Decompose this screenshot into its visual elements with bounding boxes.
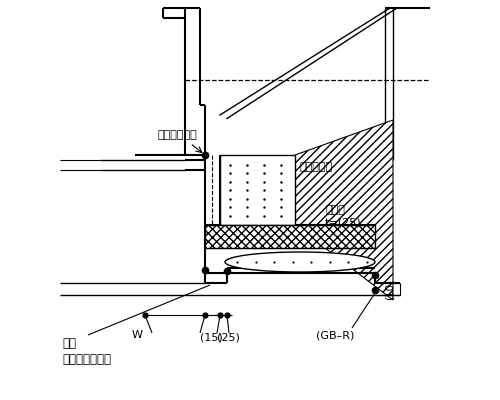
Text: (15): (15) — [200, 332, 223, 342]
Polygon shape — [295, 120, 393, 300]
Text: W: W — [132, 330, 143, 340]
Text: 断熱材
t=(25): 断熱材 t=(25) — [325, 205, 362, 227]
Text: (25): (25) — [217, 332, 240, 342]
Text: (GB–R): (GB–R) — [316, 330, 354, 340]
Bar — [205, 225, 375, 248]
Ellipse shape — [225, 252, 375, 272]
Text: 額縁
アルミニウム製: 額縁 アルミニウム製 — [62, 337, 111, 366]
Text: 断熱補修材: 断熱補修材 — [300, 162, 333, 172]
Text: (10): (10) — [385, 278, 395, 300]
Bar — [220, 155, 295, 225]
Text: シーリング材: シーリング材 — [157, 130, 197, 140]
